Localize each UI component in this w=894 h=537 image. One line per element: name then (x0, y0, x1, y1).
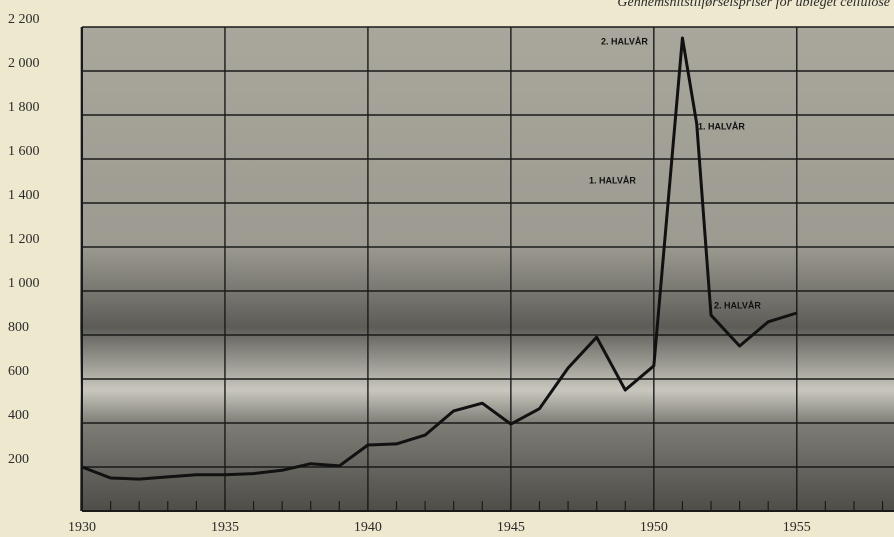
y-tick-label: 1 800 (8, 100, 40, 115)
y-tick-label: 1 200 (8, 232, 40, 247)
annotation: 2. HALVÅR (601, 36, 648, 46)
annotation: 1. HALVÅR (589, 175, 636, 185)
chart: Gennemsnitstilførselspriser for ubleget … (0, 0, 894, 537)
y-tick-label: 2 000 (8, 56, 40, 71)
y-tick-label: 1 400 (8, 188, 40, 203)
annotation: 2. HALVÅR (714, 300, 761, 310)
x-tick-label: 1930 (68, 520, 96, 535)
y-tick-label: 1 000 (8, 276, 40, 291)
annotation: 1. HALVÅR (698, 121, 745, 131)
x-tick-label: 1945 (497, 520, 525, 535)
y-tick-label: 600 (8, 364, 29, 379)
x-tick-label: 1940 (354, 520, 382, 535)
x-tick-label: 1935 (211, 520, 239, 535)
chart-title: Gennemsnitstilførselspriser for ubleget … (617, 0, 890, 10)
y-tick-label: 800 (8, 320, 29, 335)
plot-background (80, 27, 894, 511)
y-tick-label: 2 200 (8, 12, 40, 27)
y-tick-label: 200 (8, 452, 29, 467)
x-tick-label: 1955 (783, 520, 811, 535)
y-tick-label: 400 (8, 408, 29, 423)
x-tick-label: 1950 (640, 520, 668, 535)
y-tick-label: 1 600 (8, 144, 40, 159)
